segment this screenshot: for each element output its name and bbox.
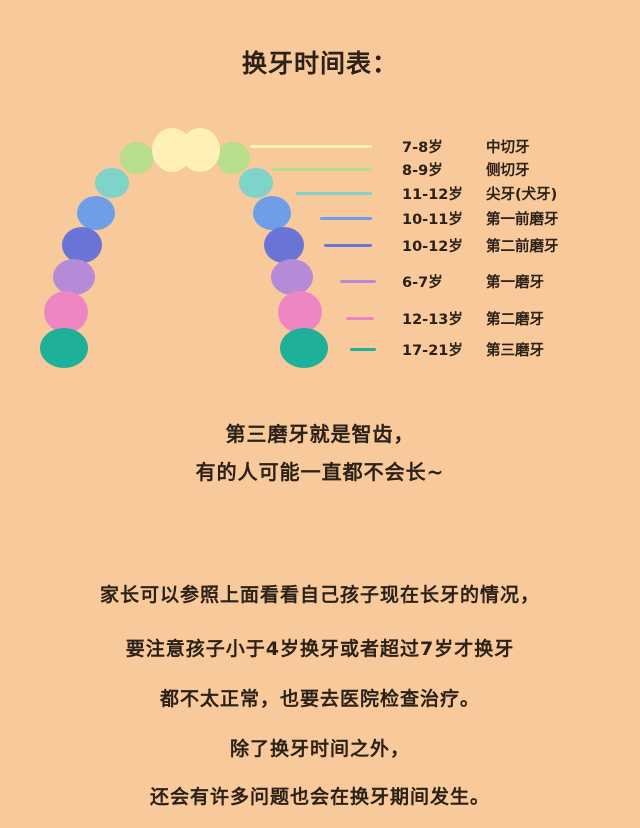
tooth-right-second-molar [278, 291, 322, 333]
legend-item: 12-13岁 第二磨牙 [250, 307, 630, 329]
legend-tooth-name: 中切牙 [486, 139, 530, 156]
paragraph-line-1: 家长可以参照上面看看自己孩子现在长牙的情况， [99, 584, 540, 606]
legend-item: 7-8岁 中切牙 [250, 135, 630, 157]
tooth-left-first-molar [53, 259, 95, 295]
legend-age: 10-12岁 [402, 238, 463, 255]
legend-tooth-name: 第二磨牙 [486, 311, 544, 328]
paragraph-line-3: 都不太正常，也要去医院检查治疗。 [159, 688, 480, 710]
legend-age: 8-9岁 [402, 162, 443, 179]
legend-text: 12-13岁 第二磨牙 [402, 308, 544, 329]
paragraph-line-5: 还会有许多问题也会在换牙期间发生。 [149, 786, 490, 808]
tooth-right-first-molar [271, 259, 313, 295]
legend-tooth-name: 第一前磨牙 [486, 211, 559, 228]
tooth-right-third-molar [280, 328, 328, 368]
page-title: 换牙时间表： [241, 49, 398, 78]
legend-line [250, 145, 372, 148]
legend-line [340, 280, 376, 283]
legend-line [324, 244, 372, 247]
legend-age: 7-8岁 [402, 139, 443, 156]
legend-age: 10-11岁 [402, 211, 463, 228]
paragraph-line-4: 除了换牙时间之外， [229, 738, 410, 760]
legend-text: 7-8岁 中切牙 [402, 136, 530, 157]
legend-age: 6-7岁 [402, 274, 443, 291]
tooth-right-central-incisor [180, 128, 220, 172]
legend-item: 17-21岁 第三磨牙 [250, 338, 630, 360]
legend-tooth-name: 尖牙(犬牙) [486, 186, 558, 203]
legend-line [320, 217, 372, 220]
tooth-arch-diagram [40, 128, 328, 368]
tooth-left-second-molar [44, 291, 88, 333]
legend-line [350, 348, 376, 351]
legend-text: 10-12岁 第二前磨牙 [402, 235, 559, 256]
tooth-right-canine [239, 168, 273, 198]
legend-item: 10-12岁 第二前磨牙 [250, 234, 630, 256]
legend-line [346, 317, 374, 320]
legend-item: 6-7岁 第一磨牙 [250, 270, 630, 292]
tooth-right-second-premolar [264, 227, 304, 263]
legend-line [272, 168, 372, 171]
tooth-left-central-incisor [152, 128, 192, 172]
note-line-1: 第三磨牙就是智齿， [225, 422, 415, 446]
legend-text: 10-11岁 第一前磨牙 [402, 208, 559, 229]
tooth-left-third-molar [40, 328, 88, 368]
legend-item: 8-9岁 侧切牙 [250, 158, 630, 180]
legend-item: 11-12岁 尖牙(犬牙) [250, 182, 630, 204]
legend-age: 12-13岁 [402, 311, 463, 328]
tooth-left-second-premolar [62, 227, 102, 263]
tooth-left-canine [95, 168, 129, 198]
legend-tooth-name: 第三磨牙 [486, 342, 544, 359]
legend-text: 11-12岁 尖牙(犬牙) [402, 183, 557, 204]
paragraph-line-2: 要注意孩子小于4岁换牙或者超过7岁才换牙 [125, 638, 515, 660]
legend-text: 6-7岁 第一磨牙 [402, 271, 544, 292]
tooth-left-lateral-incisor [120, 142, 154, 174]
legend-item: 10-11岁 第一前磨牙 [250, 207, 630, 229]
legend-tooth-name: 第二前磨牙 [486, 238, 559, 255]
tooth-right-lateral-incisor [216, 142, 250, 174]
legend-age: 17-21岁 [402, 342, 463, 359]
legend-text: 8-9岁 侧切牙 [402, 159, 530, 180]
legend-text: 17-21岁 第三磨牙 [402, 339, 544, 360]
note-line-2: 有的人可能一直都不会长~ [195, 460, 445, 484]
legend-tooth-name: 侧切牙 [486, 162, 530, 179]
legend-line [296, 192, 372, 195]
tooth-left-first-premolar [77, 196, 115, 230]
legend-tooth-name: 第一磨牙 [486, 274, 544, 291]
legend-age: 11-12岁 [402, 186, 463, 203]
tooth-right-first-premolar [253, 196, 291, 230]
